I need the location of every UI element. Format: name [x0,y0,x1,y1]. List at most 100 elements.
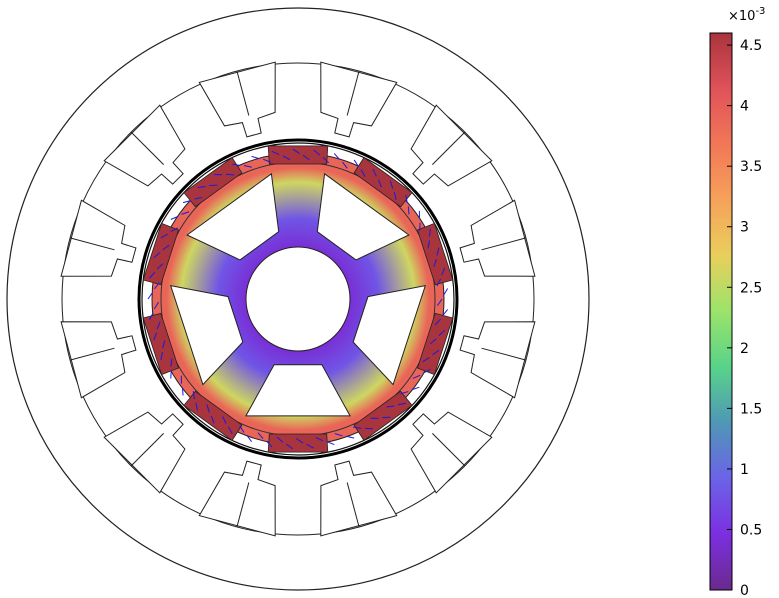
stator-outer-boundary [6,7,590,591]
colorbar-tick-label: 1 [740,462,749,478]
field-arrow [364,427,374,430]
field-arrow [262,158,271,163]
colorbar-ticks: 0 0.5 1 1.5 2 2.5 3 3.5 4 4.5 [727,38,762,598]
field-arrow [436,247,440,256]
field-arrow [162,340,166,349]
motor-cross-section [6,7,590,591]
field-arrow [156,321,161,330]
field-arrow [427,240,431,249]
field-arrow [225,173,235,176]
slot-divider [69,237,115,251]
colorbar-tick-label: 2 [740,341,749,357]
slot-outline [459,199,536,277]
rotor-magnet [267,145,329,165]
field-arrow [271,150,280,156]
field-arrow [194,196,203,200]
field-arrow [239,425,245,433]
slot-outline [198,460,276,537]
rotor-cutout [186,172,280,261]
stator-slot [459,321,536,399]
field-arrow [149,271,156,279]
field-arrow [170,227,179,232]
stator-slot [60,321,137,399]
field-arrow [286,443,294,450]
field-arrow [322,156,330,164]
rotor-cutout [169,284,244,386]
field-arrow [210,415,215,424]
shaft-hole [245,246,351,352]
field-arrow [433,259,437,268]
field-arrow [243,164,252,168]
field-arrow [265,440,273,448]
slot-divider [346,482,360,528]
field-arrow [400,391,409,395]
slot-divider [346,70,360,116]
field-arrow [170,215,179,220]
rotor-magnet [142,312,179,376]
field-arrow [333,153,340,160]
slot-outline [60,321,137,399]
field-arrow [246,434,253,442]
colorbar-tick-label: 4 [740,99,749,115]
field-arrow [423,368,431,374]
stator-slot [60,199,137,277]
field-arrows [147,148,449,450]
airgap-boundary [137,138,459,460]
slot-divider [236,482,250,528]
stator-slot [103,104,186,187]
field-arrow [197,186,206,189]
rotor-cutout [245,364,351,417]
slot-divider [236,70,250,116]
stator-slot [320,460,398,537]
field-arrow [292,148,300,154]
field-arrow [412,374,421,379]
field-arrow [389,180,394,189]
field-arrow [438,329,446,337]
field-arrow [442,309,449,316]
field-arrow [360,169,366,177]
field-arrow [153,252,161,259]
field-arrow [428,228,431,237]
field-arrow [353,426,362,429]
field-arrow [432,349,440,356]
slot-divider [431,432,466,467]
stator-slots [60,61,536,537]
field-arrow [353,159,359,167]
field-arrow [429,338,437,345]
colorbar-tick-label: 2.5 [740,280,762,296]
field-arrow [181,387,184,396]
field-arrow [153,301,159,310]
rotor-cutout [352,284,427,386]
slot-outline [198,61,276,138]
slot-outline [320,61,398,138]
field-arrow [296,438,304,444]
stator-slot [103,411,186,494]
colorbar-tick-label: 0.5 [740,522,762,538]
stator-slot [198,61,276,138]
field-arrow [306,443,314,449]
slot-divider [69,347,115,361]
stator-bore [141,142,455,456]
slot-outline [459,321,536,399]
field-arrow [405,194,408,203]
field-arrow [393,191,397,200]
field-arrow [195,402,199,411]
field-arrow [160,233,169,239]
colorbar-tick-label: 1.5 [740,401,762,417]
field-arrow [386,405,395,408]
slot-outline [320,460,398,537]
field-arrow [346,435,355,439]
slot-outline [60,199,137,277]
field-arrow [222,416,227,424]
field-arrow [153,282,160,290]
field-arrow [436,278,442,287]
slot-divider [481,237,527,251]
stator-slot [410,411,493,494]
field-arrow [315,436,324,442]
rotor-magnet [353,157,413,208]
field-arrow [434,318,441,326]
rotor-magnet [183,157,243,208]
field-arrow [170,358,173,367]
field-arrow [192,391,195,400]
